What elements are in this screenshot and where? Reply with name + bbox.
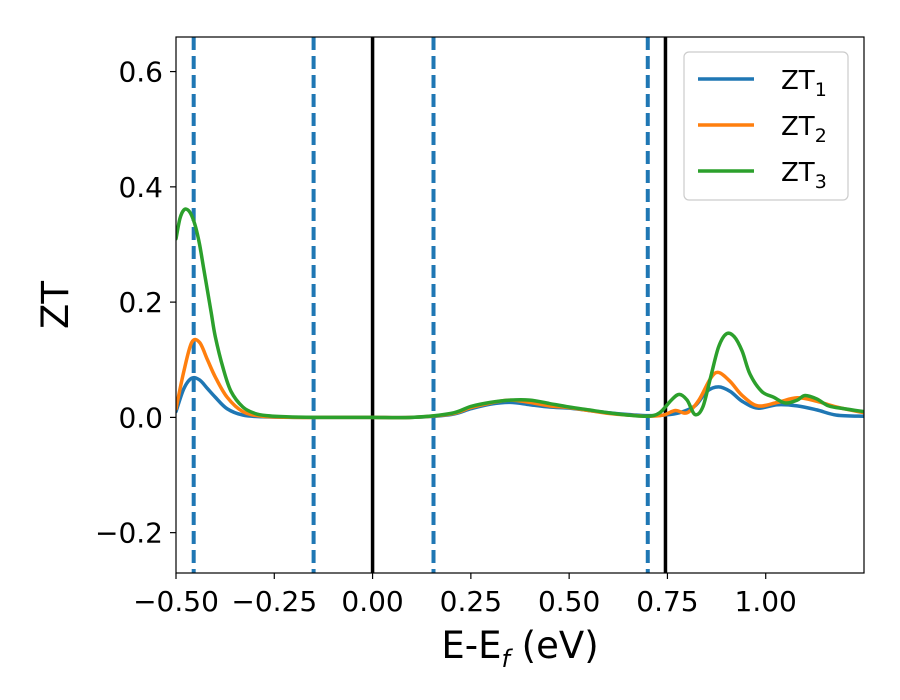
series-line-2 (176, 337, 864, 420)
legend-label-3: ZT3 (781, 158, 827, 193)
y-tick-label: 0.0 (118, 401, 163, 434)
legend-box (683, 51, 849, 201)
x-tick-label: −0.50 (133, 585, 219, 618)
y-axis-ticks: −0.2 0.0 0.2 0.4 0.6 (95, 56, 176, 550)
legend-label-1: ZT1 (781, 66, 827, 101)
x-tick-label: 0.00 (341, 585, 403, 618)
x-axis-ticks: −0.50 −0.25 0.00 0.25 0.50 0.75 1.00 (133, 573, 797, 618)
series-lines (176, 207, 864, 420)
y-axis-title: ZT (34, 281, 77, 329)
y-tick-label: −0.2 (95, 517, 163, 550)
legend: ZT1 ZT2 ZT3 (683, 51, 849, 201)
y-tick-label: 0.2 (118, 286, 163, 319)
y-tick-label: 0.4 (118, 171, 163, 204)
axes-frame (175, 36, 865, 574)
x-tick-label: 1.00 (735, 585, 797, 618)
reference-lines (191, 37, 668, 573)
series-line-3 (176, 207, 864, 420)
y-tick-label: 0.6 (118, 56, 163, 89)
x-tick-label: 0.50 (538, 585, 600, 618)
series-line-1 (176, 375, 864, 420)
x-axis-title: E-Ef (eV) (441, 624, 598, 673)
x-tick-label: −0.25 (231, 585, 317, 618)
x-tick-label: 0.75 (636, 585, 698, 618)
legend-label-2: ZT2 (781, 112, 827, 147)
x-tick-label: 0.25 (440, 585, 502, 618)
